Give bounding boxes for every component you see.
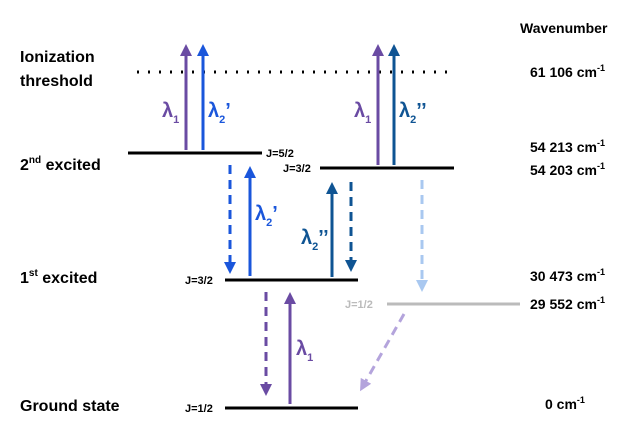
wavenumber-second-b: 54 203 cm-1: [530, 161, 605, 178]
wavenumber-second-a: 54 213 cm-1: [530, 138, 605, 155]
label-lambda2p-middle: λ2’: [255, 203, 278, 229]
second-excited-label: 2nd excited: [20, 155, 101, 174]
label-lambda1-lower: λ1: [296, 338, 313, 364]
wavenumber-ionization: 61 106 cm-1: [530, 63, 605, 80]
label-lambda2pp-middle: λ2’’: [301, 227, 329, 253]
j-label-first-j12: J=1/2: [345, 299, 373, 311]
label-lambda2pp-upper: λ2’’: [399, 100, 427, 126]
first-excited-label: 1st excited: [20, 268, 97, 287]
label-lambda1-upper-left: λ1: [162, 100, 179, 126]
ground-state-label: Ground state: [20, 398, 120, 415]
ionization-label-line1: Ionization: [20, 49, 95, 66]
label-lambda1-upper-right: λ1: [354, 100, 371, 126]
wavenumber-header: Wavenumber: [520, 20, 608, 36]
wavenumber-ground: 0 cm-1: [545, 395, 585, 412]
ionization-label-line2: threshold: [20, 73, 93, 90]
label-lambda2p-upper: λ2’: [208, 100, 231, 126]
j-label-second-j32: J=3/2: [283, 163, 311, 175]
wavenumber-first-b: 29 552 cm-1: [530, 295, 605, 312]
arrow-decay-j12-to-ground: [360, 313, 406, 392]
j-label-first-j32: J=3/2: [185, 275, 213, 287]
j-label-second-j52: J=5/2: [266, 148, 294, 160]
j-label-ground: J=1/2: [185, 403, 213, 415]
wavenumber-first-a: 30 473 cm-1: [530, 267, 605, 284]
